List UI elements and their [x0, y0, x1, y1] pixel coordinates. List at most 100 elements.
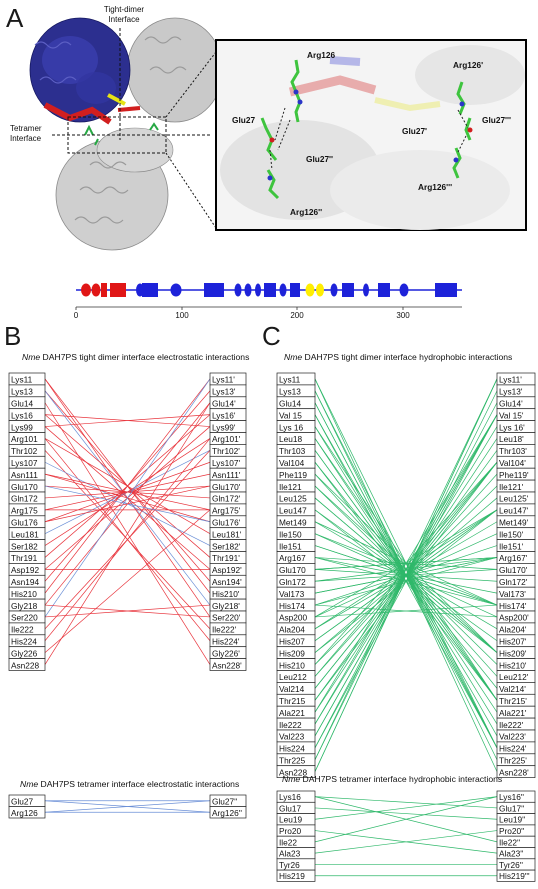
residue-label-left: Lys13 — [11, 387, 33, 397]
residue-label-left: Arg175 — [11, 506, 38, 516]
panel-b-tetramer-electrostatic-network: Glu27 Arg126 Glu27'' Arg126'' — [8, 794, 247, 819]
residue-box-left — [8, 806, 46, 819]
residue-label-left: Thr102 — [11, 446, 38, 456]
ruler-tick-label: 0 — [74, 311, 79, 320]
residue-label-right: Asn194' — [212, 577, 242, 587]
zoom-region-box — [67, 116, 167, 154]
residue-label-right: Leu212' — [499, 672, 529, 682]
residue-label-right: Met149' — [499, 518, 529, 528]
residue-label-left: Glu27 — [11, 796, 34, 806]
residue-label-left: Leu147 — [279, 506, 307, 516]
residue-label-right: Glu14' — [212, 399, 236, 409]
topology-strand-marker — [363, 283, 369, 297]
residue-label-right: His224' — [499, 744, 527, 754]
panel-a-letter: A — [6, 3, 24, 33]
residue-label-right: Ala221' — [499, 708, 527, 718]
residue-label-left: Glu17 — [279, 803, 302, 813]
panel-b-title-species: Nme — [22, 352, 40, 362]
topology-helix-block — [142, 283, 158, 297]
residue-label-right: Lys 16' — [499, 422, 525, 432]
residue-label-left: Lys107 — [11, 458, 38, 468]
residue-label-left: Ser220 — [11, 613, 38, 623]
residue-label-right: Glu170' — [212, 482, 241, 492]
residue-label-left: Asn228 — [279, 767, 308, 777]
residue-label-right: Lys16' — [212, 410, 236, 420]
panel-b-letter: B — [4, 321, 21, 351]
tetramer-label-line1: Tetramer — [10, 124, 42, 133]
inset-label-arg126-prime: Arg126' — [453, 60, 483, 70]
residue-label-right: Leu181' — [212, 529, 242, 539]
residue-label-left: Val214 — [279, 684, 305, 694]
interaction-line — [314, 807, 498, 820]
topology-strand-marker — [244, 283, 252, 297]
residue-label-right: Leu147' — [499, 506, 529, 516]
interaction-line — [44, 414, 211, 427]
residue-label-right: Val223' — [499, 732, 526, 742]
residue-label-right: Ile22'' — [499, 837, 521, 847]
residue-label-right: Leu18' — [499, 434, 524, 444]
residue-label-right: Ile222' — [499, 720, 524, 730]
residue-label-right: Lys11' — [212, 375, 235, 385]
residue-label-left: Arg167 — [279, 553, 306, 563]
residue-label-left: Lys11 — [11, 375, 33, 385]
residue-label-right: His210' — [212, 589, 240, 599]
panel-c-tetramer-hydrophobic-network: Lys16Glu17Leu19Pro20Ile22Ala23Tyr26His21… — [276, 790, 536, 882]
residue-label-right: Gly226' — [212, 648, 240, 658]
interaction-line — [44, 438, 211, 546]
residue-label-left: His174 — [279, 601, 305, 611]
interaction-lines — [314, 796, 498, 877]
residue-label-right: His207' — [499, 637, 527, 647]
residue-label-left: Leu125 — [279, 494, 307, 504]
panel-b-tetramer-title: Nme DAH7PS tetramer interface electrosta… — [20, 779, 239, 789]
residue-label-left: Arg101 — [11, 434, 38, 444]
residue-label-left: Tyr26 — [279, 860, 300, 870]
tetramer-label-line2: Interface — [10, 134, 42, 143]
residue-label-right: Lys99' — [212, 422, 236, 432]
topology-helix-block — [378, 283, 390, 297]
zoom-inset — [215, 39, 527, 231]
interaction-line — [314, 378, 498, 760]
secondary-structure-topology — [76, 283, 462, 297]
panel-c-letter: C — [262, 321, 281, 351]
residue-box-left — [276, 765, 316, 778]
tight-dimer-label-line1: Tight-dimer — [104, 5, 144, 14]
residue-label-left: Gln172 — [279, 577, 306, 587]
residue-label-left: His210 — [11, 589, 37, 599]
interaction-line — [314, 378, 498, 772]
inset-label-glu27: Glu27 — [232, 115, 255, 125]
inset-label-arg126-triple-prime: Arg126''' — [418, 182, 452, 192]
residue-label-left: Thr103 — [279, 446, 306, 456]
residue-label-left: Leu181 — [11, 529, 39, 539]
residue-label-left: Leu18 — [279, 434, 302, 444]
residue-label-right: Thr225' — [499, 756, 527, 766]
residue-label-left: Thr225 — [279, 756, 306, 766]
residue-label-right: Ala204' — [499, 625, 527, 635]
residue-label-left: Phe119 — [279, 470, 307, 480]
panel-b-title-text: DAH7PS tight dimer interface electrostat… — [40, 352, 249, 362]
residue-label-left: Lys16 — [11, 410, 33, 420]
residue-ruler-ticks: 0 100 200 300 — [74, 307, 410, 320]
panel-c-title-species: Nme — [284, 352, 302, 362]
tight-dimer-label-line2: Interface — [108, 15, 140, 24]
residue-label-left: Ala23 — [279, 849, 301, 859]
interaction-lines — [44, 378, 211, 665]
inset-label-arg126: Arg126 — [307, 50, 336, 60]
panel-b-tetramer-title-text: DAH7PS tetramer interface electrostatic … — [38, 779, 239, 789]
residue-label-left: His207 — [279, 637, 305, 647]
residue-label-right: Ala23'' — [499, 849, 524, 859]
interaction-line — [314, 796, 498, 820]
residue-label-right: Lys13' — [499, 387, 523, 397]
inset-label-glu27-prime: Glu27' — [402, 126, 427, 136]
residue-label-right: Ile222' — [212, 625, 237, 635]
interaction-line — [44, 800, 211, 813]
residue-label-right: Asn228' — [212, 660, 242, 670]
residue-label-right: Ile150' — [499, 529, 524, 539]
residue-label-right: Ser182' — [212, 541, 241, 551]
residue-label-left: Gly226 — [11, 648, 38, 658]
residue-label-left: Ile121 — [279, 482, 302, 492]
residue-label-right: Leu125' — [499, 494, 529, 504]
residue-label-left: Arg126 — [11, 808, 38, 818]
residue-label-right: Glu176' — [212, 518, 241, 528]
residue-label-left: Gly218 — [11, 601, 38, 611]
